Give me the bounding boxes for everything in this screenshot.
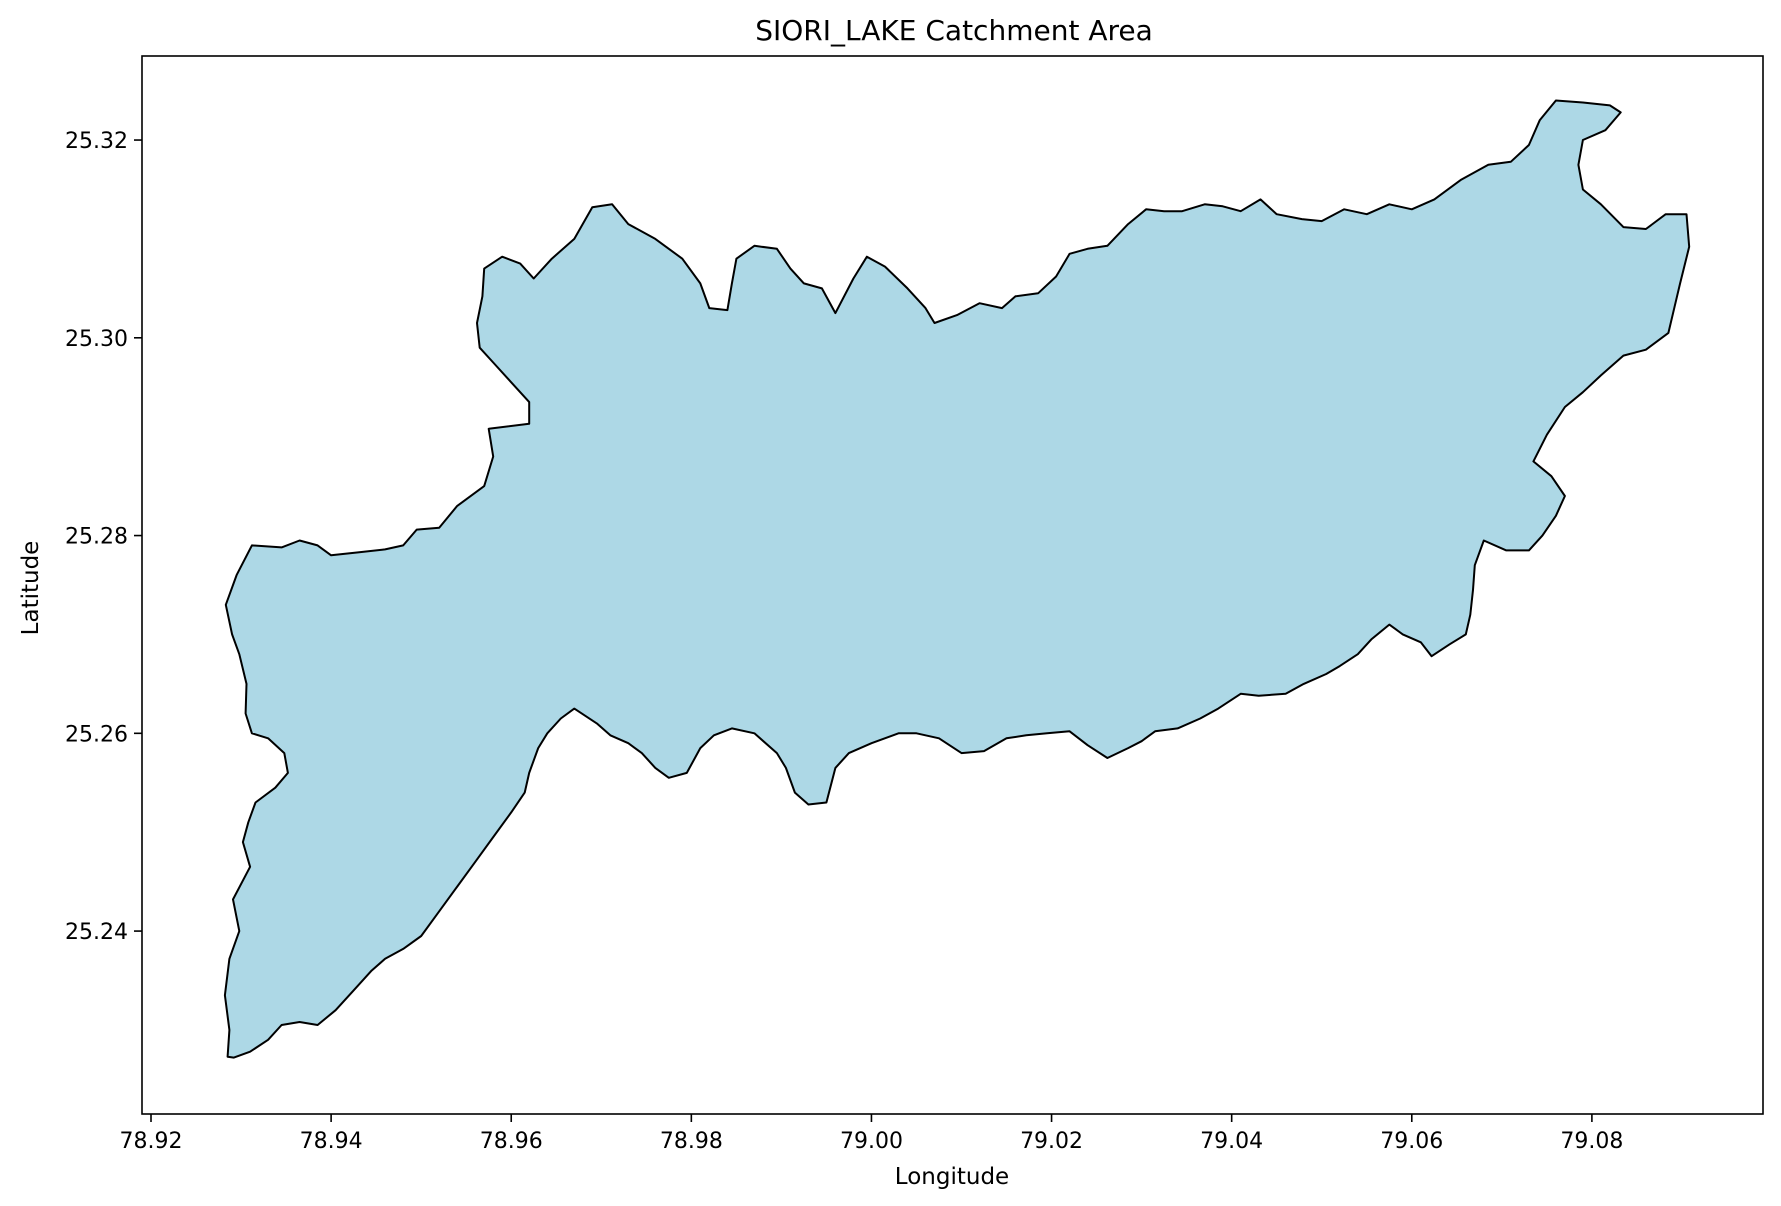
x-axis-label: Longitude xyxy=(895,1164,1009,1190)
y-tick-label: 25.26 xyxy=(65,722,128,747)
y-tick-label: 25.24 xyxy=(65,920,128,945)
chart-title: SIORI_LAKE Catchment Area xyxy=(755,14,1153,47)
x-tick-label: 79.06 xyxy=(1380,1129,1443,1154)
catchment-area-polygon xyxy=(223,99,1691,1059)
y-tick-label: 25.32 xyxy=(65,129,128,154)
axes-frame xyxy=(141,55,1764,1115)
x-tick-label: 78.96 xyxy=(480,1129,543,1154)
x-tick-label: 79.02 xyxy=(1020,1129,1083,1154)
y-axis-ticks: 25.24 25.26 25.28 25.30 25.32 xyxy=(65,129,142,945)
x-tick-label: 78.94 xyxy=(300,1129,363,1154)
x-axis-ticks: 78.92 78.94 78.96 78.98 79.00 79.02 79.04 79.06… xyxy=(120,1114,1623,1154)
y-axis-label: Latitude xyxy=(18,541,44,636)
x-tick-label: 79.04 xyxy=(1200,1129,1263,1154)
y-tick-label: 25.30 xyxy=(65,327,128,352)
x-tick-label: 78.98 xyxy=(660,1129,723,1154)
x-tick-label: 78.92 xyxy=(120,1129,183,1154)
x-tick-label: 79.00 xyxy=(840,1129,903,1154)
plot-area xyxy=(223,99,1691,1059)
x-tick-label: 79.08 xyxy=(1560,1129,1623,1154)
y-tick-label: 25.28 xyxy=(65,525,128,550)
